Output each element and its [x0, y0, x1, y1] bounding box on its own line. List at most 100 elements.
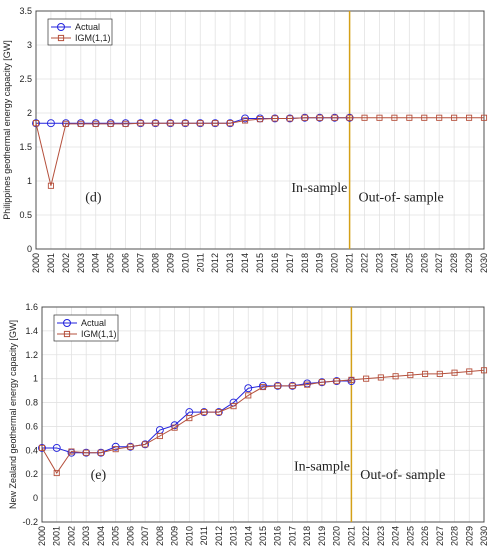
- x-tick-label: 2019: [315, 253, 325, 273]
- marker: [318, 379, 325, 386]
- x-tick-label: 2003: [81, 526, 91, 546]
- x-tick-label: 2009: [165, 253, 175, 273]
- x-tick-label: 2010: [180, 253, 190, 273]
- x-tick-label: 2025: [405, 526, 415, 546]
- x-tick-label: 2013: [225, 253, 235, 273]
- y-tick-label: 3: [27, 40, 32, 50]
- marker: [53, 469, 60, 477]
- marker: [126, 442, 135, 451]
- x-tick-label: 2026: [419, 253, 429, 273]
- x-tick-label: 2016: [273, 526, 283, 546]
- marker: [436, 114, 443, 121]
- marker: [346, 114, 353, 121]
- marker: [391, 114, 398, 121]
- marker: [171, 424, 178, 431]
- series-line: [35, 117, 484, 186]
- y-tick-label: 2.5: [19, 74, 32, 84]
- marker: [363, 375, 370, 382]
- x-tick-label: 2011: [199, 526, 209, 545]
- x-tick-label: 2029: [464, 253, 474, 273]
- plot-frame: [41, 306, 485, 523]
- marker: [377, 374, 384, 381]
- marker: [32, 120, 40, 127]
- legend-marker: [63, 330, 71, 338]
- marker: [466, 368, 473, 375]
- y-tick-label: 1.5: [19, 142, 32, 152]
- marker: [480, 367, 488, 374]
- marker: [361, 114, 368, 121]
- marker: [230, 403, 237, 410]
- marker: [62, 120, 69, 127]
- x-tick-label: 2008: [155, 526, 165, 546]
- annotation: (d): [85, 190, 102, 205]
- marker: [97, 449, 104, 456]
- x-tick-label: 2008: [150, 253, 160, 273]
- x-tick-label: 2017: [287, 526, 297, 546]
- marker: [152, 120, 159, 127]
- legend-label: IGM(1,1): [81, 329, 117, 339]
- annotation: (e): [91, 468, 107, 483]
- x-tick-label: 2006: [125, 526, 135, 546]
- x-tick-label: 2028: [449, 253, 459, 273]
- x-tick-label: 2014: [240, 253, 250, 273]
- x-tick-label: 2000: [37, 526, 47, 546]
- y-tick-label: 0.5: [19, 210, 32, 220]
- marker: [421, 114, 428, 121]
- x-tick-label: 2004: [91, 253, 101, 273]
- x-tick-label: 2007: [140, 526, 150, 546]
- x-tick-label: 2023: [376, 526, 386, 546]
- x-tick-label: 2002: [66, 526, 76, 546]
- marker: [392, 373, 399, 380]
- marker: [52, 443, 61, 452]
- y-axis-label: Philippines geothermal energy capacity […: [2, 40, 12, 220]
- marker: [83, 449, 90, 456]
- marker: [436, 370, 443, 377]
- marker: [406, 114, 413, 121]
- marker: [274, 382, 281, 389]
- marker: [47, 182, 54, 189]
- y-tick-label: -0.2: [22, 517, 38, 527]
- marker: [241, 114, 250, 123]
- marker: [304, 381, 311, 388]
- marker: [46, 119, 55, 128]
- marker: [107, 120, 114, 127]
- marker: [331, 114, 338, 121]
- marker: [127, 443, 134, 450]
- x-tick-label: 2001: [52, 526, 62, 546]
- marker: [77, 120, 84, 127]
- x-tick-label: 2010: [184, 526, 194, 546]
- marker: [451, 114, 458, 121]
- x-tick-label: 2021: [345, 253, 355, 273]
- x-tick-label: 2030: [479, 253, 489, 273]
- x-tick-label: 2022: [361, 526, 371, 546]
- marker: [348, 376, 355, 383]
- plot-frame: [35, 10, 485, 250]
- annotation: In-sample: [291, 181, 347, 196]
- marker: [242, 117, 249, 124]
- x-tick-label: 2030: [479, 526, 489, 546]
- x-tick-label: 2021: [346, 526, 356, 546]
- x-tick-label: 2007: [136, 253, 146, 273]
- x-tick-label: 2027: [434, 253, 444, 273]
- y-tick-label: 1: [33, 374, 38, 384]
- legend-marker: [57, 34, 65, 42]
- marker: [68, 448, 75, 455]
- marker: [122, 120, 129, 127]
- y-tick-label: 0: [27, 244, 32, 254]
- marker: [182, 120, 189, 127]
- x-tick-label: 2001: [46, 253, 56, 273]
- y-tick-label: 3.5: [19, 6, 32, 16]
- series-line: [41, 369, 485, 474]
- marker: [112, 446, 119, 453]
- x-tick-label: 2023: [374, 253, 384, 273]
- marker: [480, 114, 488, 121]
- x-tick-label: 2005: [106, 253, 116, 273]
- marker: [156, 432, 163, 440]
- x-tick-label: 2028: [450, 526, 460, 546]
- x-tick-label: 2016: [270, 253, 280, 273]
- marker: [201, 409, 208, 416]
- marker: [92, 120, 99, 127]
- marker: [111, 442, 120, 451]
- x-tick-label: 2017: [285, 253, 295, 273]
